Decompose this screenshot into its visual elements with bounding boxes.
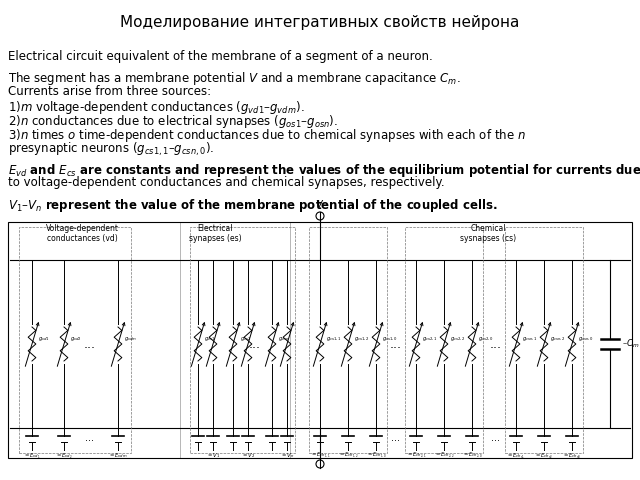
Text: presynaptic neurons ($g_{cs1,1}$–$g_{csn,0}$).: presynaptic neurons ($g_{cs1,1}$–$g_{csn…	[8, 141, 214, 158]
Text: $g_{cs2,2}$: $g_{cs2,2}$	[451, 336, 466, 343]
Text: The segment has a membrane potential $\mathit{V}$ and a membrane capacitance $\m: The segment has a membrane potential $\m…	[8, 70, 461, 87]
Text: $=E_{ch_{n1}}$: $=E_{ch_{n1}}$	[506, 451, 525, 460]
Text: $– C_m$: $– C_m$	[622, 338, 639, 350]
Text: $\mathit{1) m}$ voltage-dependent conductances ($g_{vd1}$–$g_{vdm}$).: $\mathit{1) m}$ voltage-dependent conduc…	[8, 99, 305, 116]
Text: $g_{vd2}$: $g_{vd2}$	[70, 335, 83, 343]
Text: Voltage-dependent
conductances (vd): Voltage-dependent conductances (vd)	[45, 224, 118, 243]
Bar	[405, 227, 483, 453]
Text: $=E_{ch_{n2}}$: $=E_{ch_{n2}}$	[534, 451, 554, 460]
Text: ...: ...	[390, 337, 402, 350]
Text: $=V_n$: $=V_n$	[280, 451, 294, 460]
Bar	[8, 222, 632, 458]
Text: $\mathit{V_1}$–$\mathit{V_n}$ represent the value of the membrane potential of t: $\mathit{V_1}$–$\mathit{V_n}$ represent …	[8, 197, 498, 214]
Text: $=E_{ch_{2,0}}$: $=E_{ch_{2,0}}$	[461, 451, 483, 460]
Text: $g_{cs2,0}$: $g_{cs2,0}$	[479, 336, 494, 343]
Text: Electrical
synapses (es): Electrical synapses (es)	[189, 224, 241, 243]
Text: $=E_{ch_{2,2}}$: $=E_{ch_{2,2}}$	[434, 451, 454, 460]
Text: $g_{csn,1}$: $g_{csn,1}$	[522, 336, 538, 343]
Text: ...: ...	[249, 337, 261, 350]
Text: $g_{cs1,2}$: $g_{cs1,2}$	[355, 336, 370, 343]
Text: $=E_{ch_{1,0}}$: $=E_{ch_{1,0}}$	[365, 451, 387, 460]
Text: Currents arise from three sources:: Currents arise from three sources:	[8, 85, 211, 98]
Text: ...: ...	[490, 337, 502, 350]
Text: $=V_2$: $=V_2$	[241, 451, 255, 460]
Bar	[505, 227, 583, 453]
Text: $g_{es2}$: $g_{es2}$	[239, 335, 251, 343]
Text: $g_{es1}$: $g_{es1}$	[205, 335, 216, 343]
Text: $=E_{vd_2}$: $=E_{vd_2}$	[55, 451, 73, 460]
Text: Electrical circuit equivalent of the membrane of a segment of a neuron.: Electrical circuit equivalent of the mem…	[8, 50, 433, 63]
Text: $g_{vd1}$: $g_{vd1}$	[38, 335, 51, 343]
Text: $=E_{vd_1}$: $=E_{vd_1}$	[23, 451, 41, 460]
Text: $=E_{ch_{n0}}$: $=E_{ch_{n0}}$	[563, 451, 582, 460]
Text: $\mathit{3) n}$ times $\mathit{o}$ time-dependent conductances due to chemical s: $\mathit{3) n}$ times $\mathit{o}$ time-…	[8, 127, 525, 144]
Text: ...: ...	[492, 433, 500, 443]
Text: $g_{csn,0}$: $g_{csn,0}$	[579, 336, 594, 343]
Text: $V$: $V$	[316, 198, 324, 210]
Text: $=E_{vdm}$: $=E_{vdm}$	[108, 451, 128, 460]
Text: $=E_{ch_{2,1}}$: $=E_{ch_{2,1}}$	[406, 451, 426, 460]
Text: ...: ...	[86, 433, 95, 443]
Text: $\mathit{2) n}$ conductances due to electrical synapses ($g_{os1}$–$g_{osn}$).: $\mathit{2) n}$ conductances due to elec…	[8, 113, 338, 130]
Text: $g_{cs1,1}$: $g_{cs1,1}$	[326, 336, 342, 343]
Text: $=V_1$: $=V_1$	[206, 451, 220, 460]
Bar	[19, 227, 131, 453]
Text: Моделирование интегративных свойств нейрона: Моделирование интегративных свойств нейр…	[120, 15, 520, 30]
Text: $g_{cs2,1}$: $g_{cs2,1}$	[422, 336, 438, 343]
Text: $g_{esn}$: $g_{esn}$	[278, 335, 290, 343]
Bar	[309, 227, 387, 453]
Text: $=E_{ch_{1,1}}$: $=E_{ch_{1,1}}$	[310, 451, 330, 460]
Text: ...: ...	[84, 337, 96, 350]
Text: Chemical
sysnapses (cs): Chemical sysnapses (cs)	[460, 224, 516, 243]
Text: $=E_{ch_{1,2}}$: $=E_{ch_{1,2}}$	[338, 451, 358, 460]
Text: ...: ...	[392, 433, 401, 443]
Text: $g_{cs1,0}$: $g_{cs1,0}$	[383, 336, 398, 343]
Text: to voltage-dependent conductances and chemical synapses, respectively.: to voltage-dependent conductances and ch…	[8, 176, 445, 189]
Text: $g_{vdm}$: $g_{vdm}$	[125, 335, 138, 343]
Text: $g_{csn,2}$: $g_{csn,2}$	[550, 336, 566, 343]
Bar	[190, 227, 295, 453]
Text: $\mathit{E_{vd}}$ and $\mathit{E_{cs}}$ are constants and represent the values o: $\mathit{E_{vd}}$ and $\mathit{E_{cs}}$ …	[8, 162, 640, 179]
